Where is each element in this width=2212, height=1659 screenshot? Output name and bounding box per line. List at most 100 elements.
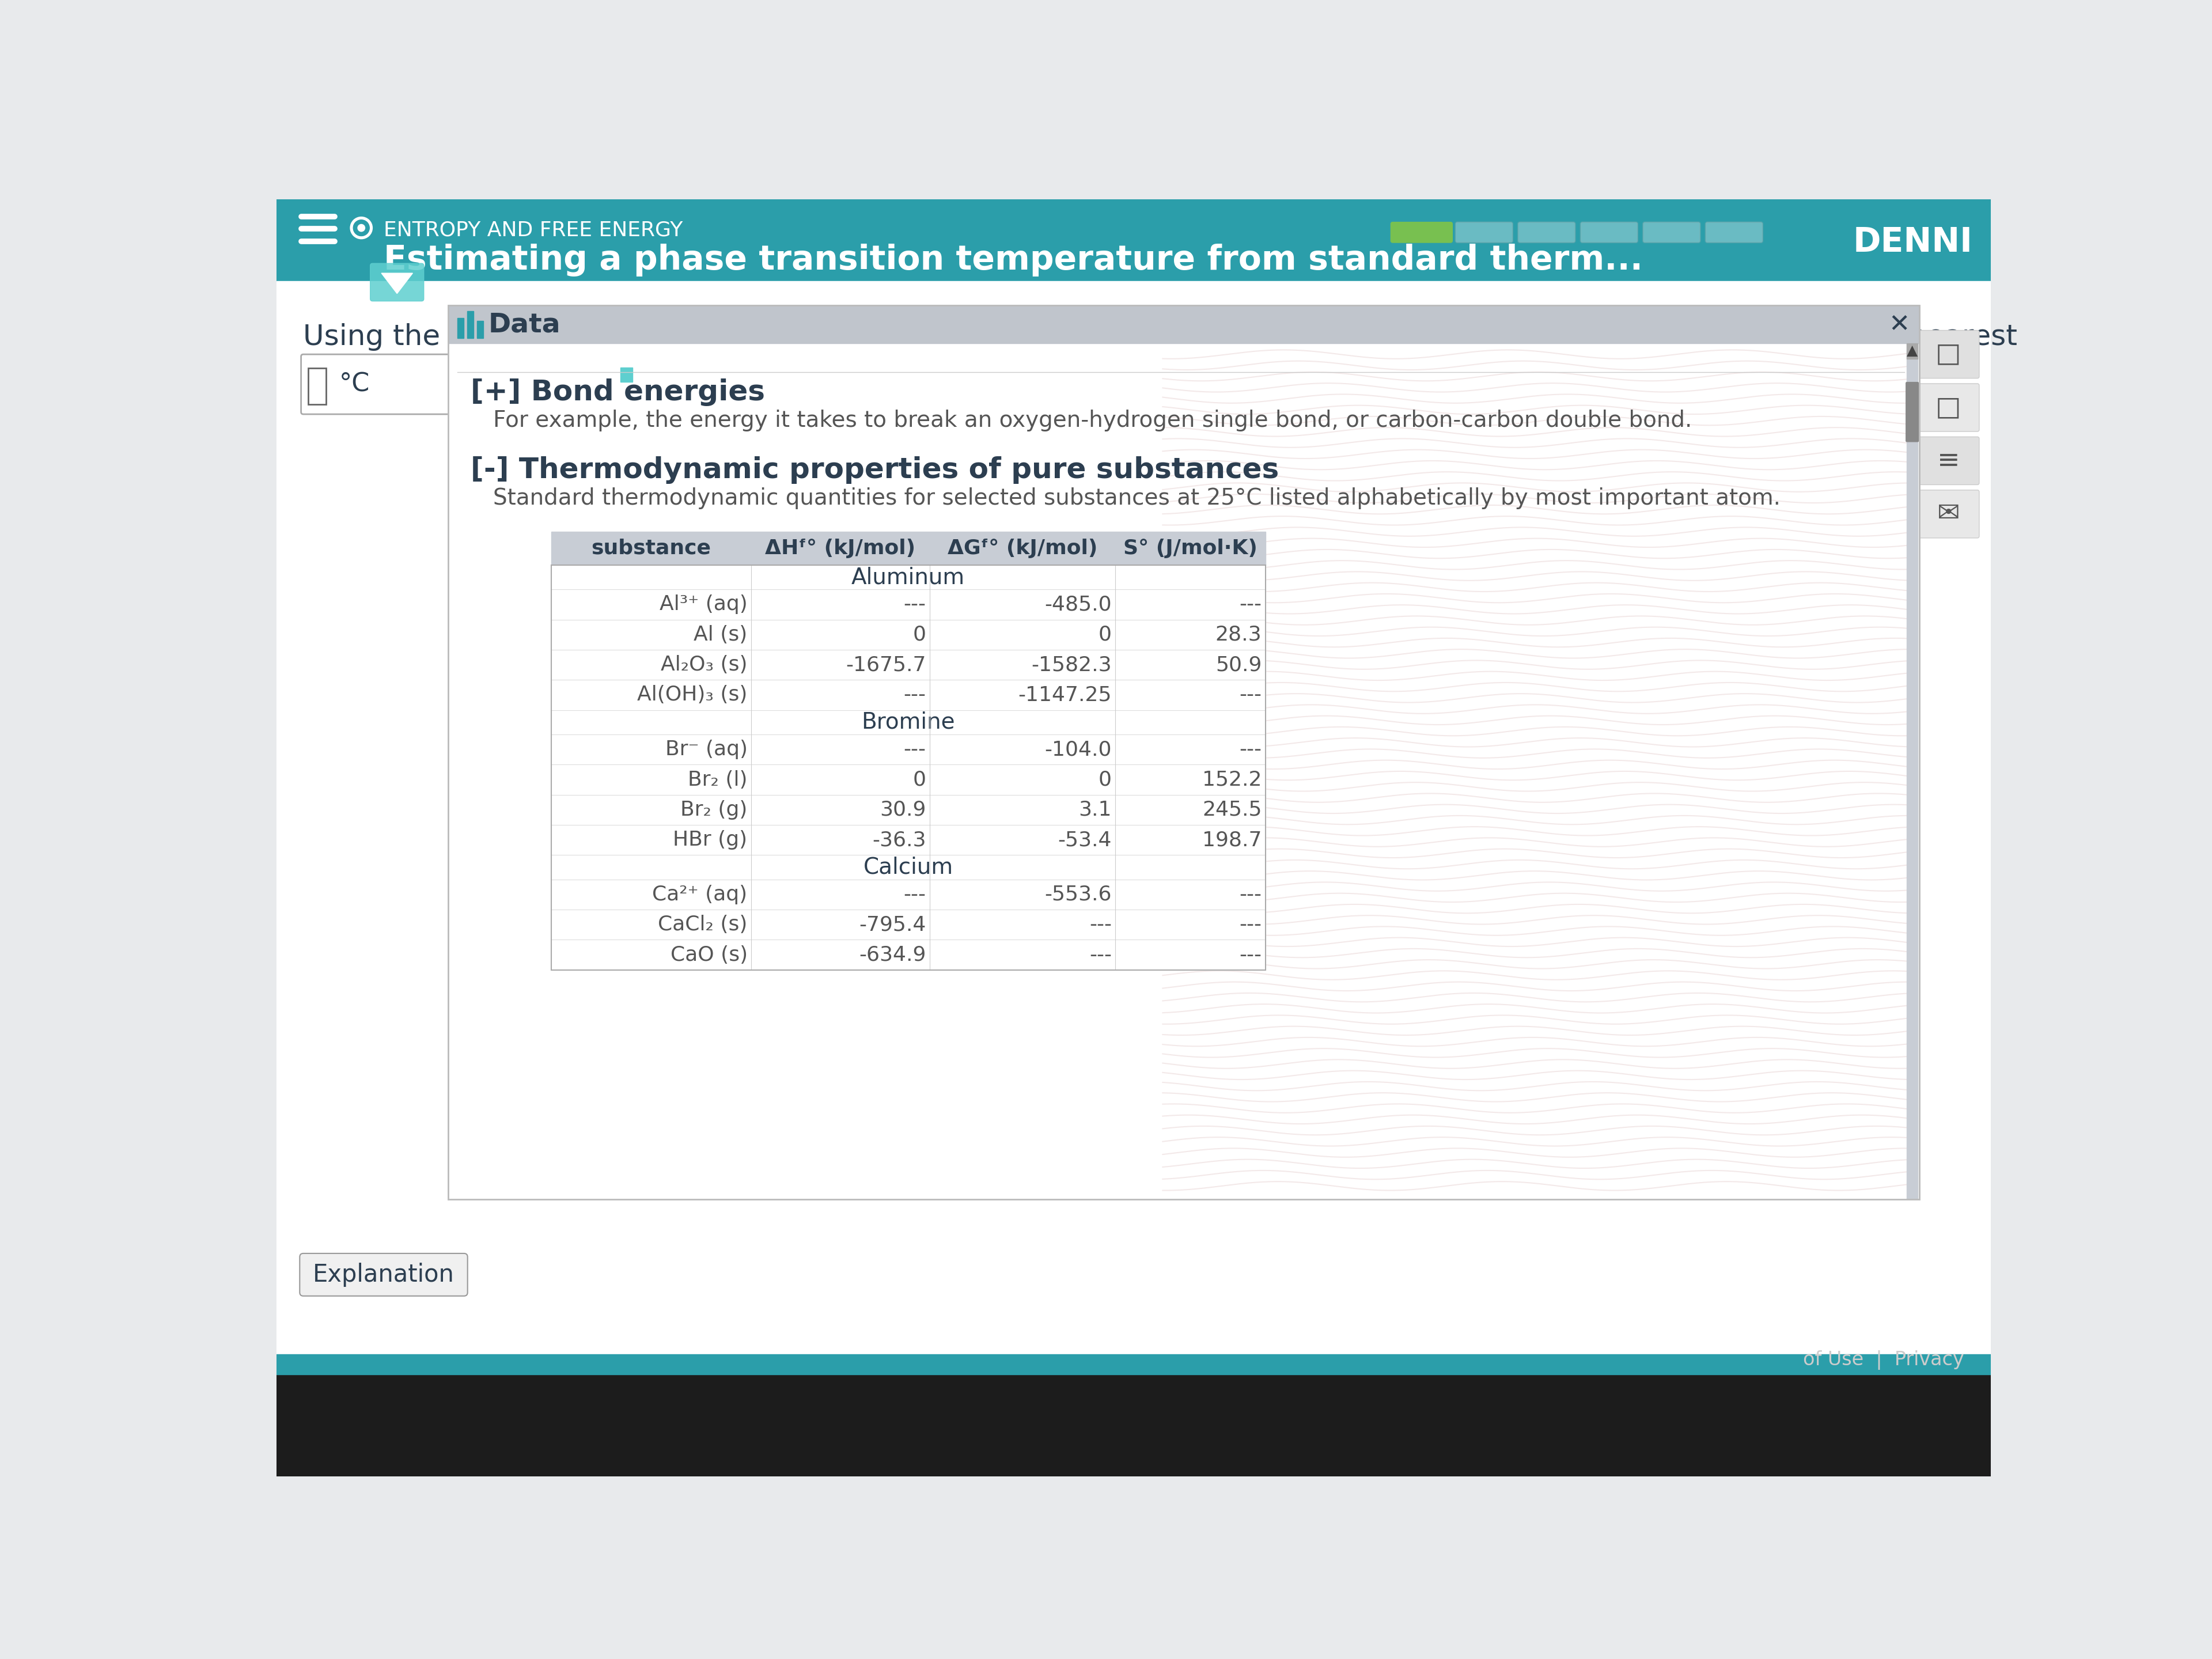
Text: ---: ---	[1239, 594, 1261, 614]
Text: Aluminum: Aluminum	[852, 566, 964, 589]
Text: ---: ---	[1088, 946, 1113, 964]
FancyBboxPatch shape	[1644, 222, 1701, 242]
Circle shape	[358, 224, 365, 232]
Text: ---: ---	[1088, 914, 1113, 934]
FancyBboxPatch shape	[301, 355, 564, 415]
Text: Explanation: Explanation	[312, 1262, 453, 1287]
Text: S: S	[675, 436, 695, 463]
Text: -1147.25: -1147.25	[1018, 685, 1113, 705]
Text: X: X	[613, 436, 633, 463]
Bar	[449, 305, 1920, 1199]
Text: Al (s): Al (s)	[695, 625, 748, 644]
FancyBboxPatch shape	[1705, 222, 1763, 242]
Text: Standard thermodynamic quantities for selected substances at 25°C listed alphabe: Standard thermodynamic quantities for se…	[493, 488, 1781, 509]
Bar	[276, 280, 1991, 1375]
Text: Al(OH)₃ (s): Al(OH)₃ (s)	[637, 685, 748, 705]
Bar	[551, 879, 1265, 909]
Text: -485.0: -485.0	[1044, 594, 1113, 614]
Text: 0: 0	[1099, 770, 1113, 790]
Bar	[467, 312, 473, 338]
Bar	[551, 619, 1265, 650]
Text: Br₂ (l): Br₂ (l)	[688, 770, 748, 790]
Text: CaO (s): CaO (s)	[670, 946, 748, 964]
Text: ---: ---	[902, 884, 927, 904]
Text: S° (J/mol·K): S° (J/mol·K)	[1124, 539, 1256, 557]
Text: 0: 0	[914, 625, 927, 644]
Text: 30.9: 30.9	[880, 800, 927, 820]
FancyBboxPatch shape	[1918, 383, 1980, 431]
Bar	[449, 305, 1920, 343]
Circle shape	[356, 224, 365, 232]
FancyBboxPatch shape	[604, 373, 622, 405]
Text: of Use  |  Privacy: of Use | Privacy	[1803, 1350, 1964, 1370]
Text: Data: Data	[489, 312, 562, 337]
Text: DENNI: DENNI	[1854, 226, 1973, 259]
Text: ✉: ✉	[1938, 501, 1960, 528]
Text: 198.7: 198.7	[1201, 830, 1261, 849]
FancyBboxPatch shape	[1517, 222, 1575, 242]
FancyBboxPatch shape	[1582, 222, 1637, 242]
Text: -104.0: -104.0	[1044, 740, 1113, 760]
Bar	[551, 589, 1265, 619]
Text: □: □	[1936, 395, 1962, 420]
Text: ---: ---	[1239, 946, 1261, 964]
Text: -634.9: -634.9	[858, 946, 927, 964]
Bar	[551, 765, 1265, 795]
Bar	[276, 199, 1991, 280]
Text: (H₂O₂).: (H₂O₂).	[1455, 324, 1548, 348]
Text: 152.2: 152.2	[1201, 770, 1261, 790]
Text: HBr (g): HBr (g)	[672, 830, 748, 849]
Text: ---: ---	[902, 685, 927, 705]
FancyBboxPatch shape	[299, 1254, 467, 1296]
Text: Calcium: Calcium	[863, 856, 953, 878]
Text: ---: ---	[902, 594, 927, 614]
Text: ---: ---	[902, 740, 927, 760]
Bar	[551, 735, 1265, 765]
FancyBboxPatch shape	[307, 368, 325, 405]
FancyBboxPatch shape	[1907, 382, 1918, 441]
Text: 50.9: 50.9	[1214, 655, 1261, 675]
Text: Br₂ (g): Br₂ (g)	[681, 800, 748, 820]
FancyBboxPatch shape	[1918, 436, 1980, 484]
Bar	[551, 566, 1265, 589]
Text: Al³⁺ (aq): Al³⁺ (aq)	[659, 594, 748, 614]
Bar	[551, 909, 1265, 939]
FancyBboxPatch shape	[1455, 222, 1513, 242]
Bar	[449, 305, 1920, 1199]
Text: 245.5: 245.5	[1201, 800, 1261, 820]
Text: -795.4: -795.4	[858, 914, 927, 934]
Text: -53.4: -53.4	[1057, 830, 1113, 849]
Text: ΔGᶠ° (kJ/mol): ΔGᶠ° (kJ/mol)	[947, 539, 1097, 557]
Text: 3.1: 3.1	[1079, 800, 1113, 820]
FancyBboxPatch shape	[595, 428, 650, 471]
Text: ---: ---	[1239, 884, 1261, 904]
Bar	[551, 795, 1265, 825]
Text: ---: ---	[1239, 914, 1261, 934]
Text: ✕: ✕	[1889, 312, 1909, 337]
Text: CaCl₂ (s): CaCl₂ (s)	[657, 914, 748, 934]
Bar	[551, 680, 1265, 710]
Text: °C: °C	[338, 372, 369, 397]
Text: 0: 0	[914, 770, 927, 790]
Text: Round your answer to the nearest: Round your answer to the nearest	[1517, 324, 2017, 352]
Text: 0: 0	[1099, 625, 1113, 644]
Text: -1675.7: -1675.7	[845, 655, 927, 675]
Bar	[551, 533, 1265, 566]
Bar	[276, 1354, 1991, 1375]
FancyBboxPatch shape	[721, 428, 774, 471]
FancyBboxPatch shape	[1391, 222, 1453, 242]
FancyBboxPatch shape	[595, 355, 823, 415]
Text: Ca²⁺ (aq): Ca²⁺ (aq)	[653, 884, 748, 904]
Bar	[619, 368, 633, 382]
Bar	[1907, 343, 1918, 1199]
FancyBboxPatch shape	[369, 264, 425, 300]
Text: -1582.3: -1582.3	[1031, 655, 1113, 675]
Text: For example, the energy it takes to break an oxygen-hydrogen single bond, or car: For example, the energy it takes to brea…	[493, 410, 1692, 431]
Text: ?: ?	[739, 436, 757, 463]
Text: [+] Bond energies: [+] Bond energies	[471, 378, 765, 406]
Bar	[551, 710, 1265, 735]
Bar	[458, 319, 465, 338]
Text: Using the thermodynamic information in the ALEKS Data tab, calculate the boiling: Using the thermodynamic information in t…	[303, 324, 1889, 352]
Bar	[551, 566, 1265, 971]
Text: ΔHᶠ° (kJ/mol): ΔHᶠ° (kJ/mol)	[765, 539, 916, 557]
